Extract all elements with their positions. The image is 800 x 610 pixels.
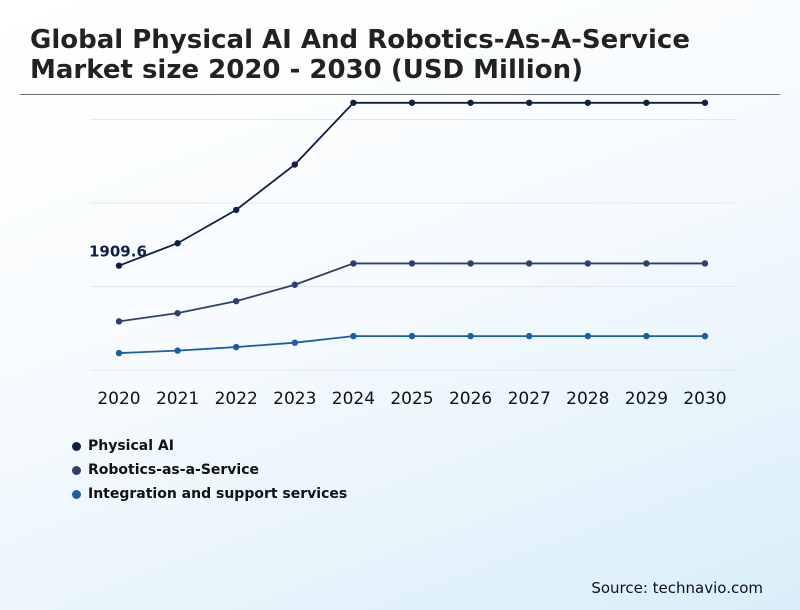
data-point <box>233 206 240 214</box>
title-divider <box>20 94 780 95</box>
data-point <box>467 260 474 267</box>
data-point <box>291 281 298 288</box>
data-point <box>408 99 416 106</box>
legend-item: Integration and support services <box>72 482 347 506</box>
data-point <box>115 318 123 325</box>
chart-title: Global Physical AI And Robotics-As-A-Ser… <box>30 25 690 85</box>
legend: Physical AI Robotics-as-a-Service Integrat… <box>72 434 347 506</box>
x-axis-ticks: 2020 2021 2022 2023 2024 2025 2026 2027 2028 2029… <box>97 389 726 409</box>
source-note: Source: technavio.com <box>591 579 763 597</box>
data-point <box>467 332 474 340</box>
data-point <box>233 297 240 305</box>
legend-label: Physical AI <box>88 438 174 454</box>
data-point <box>584 99 591 106</box>
x-tick-label: 2020 <box>97 389 140 409</box>
data-point <box>408 260 416 267</box>
legend-marker <box>72 441 81 451</box>
data-point <box>701 260 709 267</box>
x-tick-label: 2026 <box>449 389 492 409</box>
data-point <box>701 99 709 106</box>
x-tick-label: 2027 <box>508 389 551 409</box>
data-point <box>233 343 240 351</box>
data-point <box>408 332 416 340</box>
data-point <box>350 260 357 267</box>
legend-marker <box>72 489 81 499</box>
data-point <box>584 260 591 267</box>
series-lines <box>118 101 705 354</box>
data-point <box>115 262 123 269</box>
data-point <box>701 332 709 340</box>
data-point <box>526 332 533 340</box>
legend-marker <box>72 465 81 475</box>
data-point <box>291 161 298 168</box>
gridlines <box>90 119 736 371</box>
data-annotations: 1909.6 <box>89 243 147 261</box>
data-point <box>526 260 533 267</box>
data-point <box>174 240 181 247</box>
legend-label: Integration and support services <box>88 486 348 502</box>
x-tick-label: 2024 <box>332 389 375 409</box>
data-point <box>174 309 181 317</box>
x-tick-label: 2022 <box>215 389 258 409</box>
data-point <box>643 260 650 267</box>
x-tick-label: 2025 <box>390 389 433 409</box>
x-tick-label: 2028 <box>566 389 609 409</box>
data-point <box>467 99 474 106</box>
x-tick-label: 2030 <box>683 389 726 409</box>
series-line-1 <box>118 262 705 323</box>
data-point <box>174 347 181 354</box>
series-line-0 <box>118 101 705 267</box>
legend-label: Robotics-as-a-Service <box>88 462 260 478</box>
data-point <box>643 332 650 340</box>
data-point <box>584 332 591 340</box>
data-point <box>526 99 533 106</box>
x-tick-label: 2021 <box>156 389 199 409</box>
data-point <box>350 99 357 106</box>
series-points <box>115 99 709 357</box>
data-point <box>350 332 357 340</box>
data-label: 1909.6 <box>89 243 147 261</box>
x-tick-label: 2023 <box>273 389 316 409</box>
data-point <box>291 339 298 346</box>
legend-item: Physical AI <box>72 434 347 458</box>
legend-item: Robotics-as-a-Service <box>72 458 347 482</box>
data-point <box>115 349 123 357</box>
x-tick-label: 2029 <box>625 389 668 409</box>
data-point <box>643 99 650 106</box>
